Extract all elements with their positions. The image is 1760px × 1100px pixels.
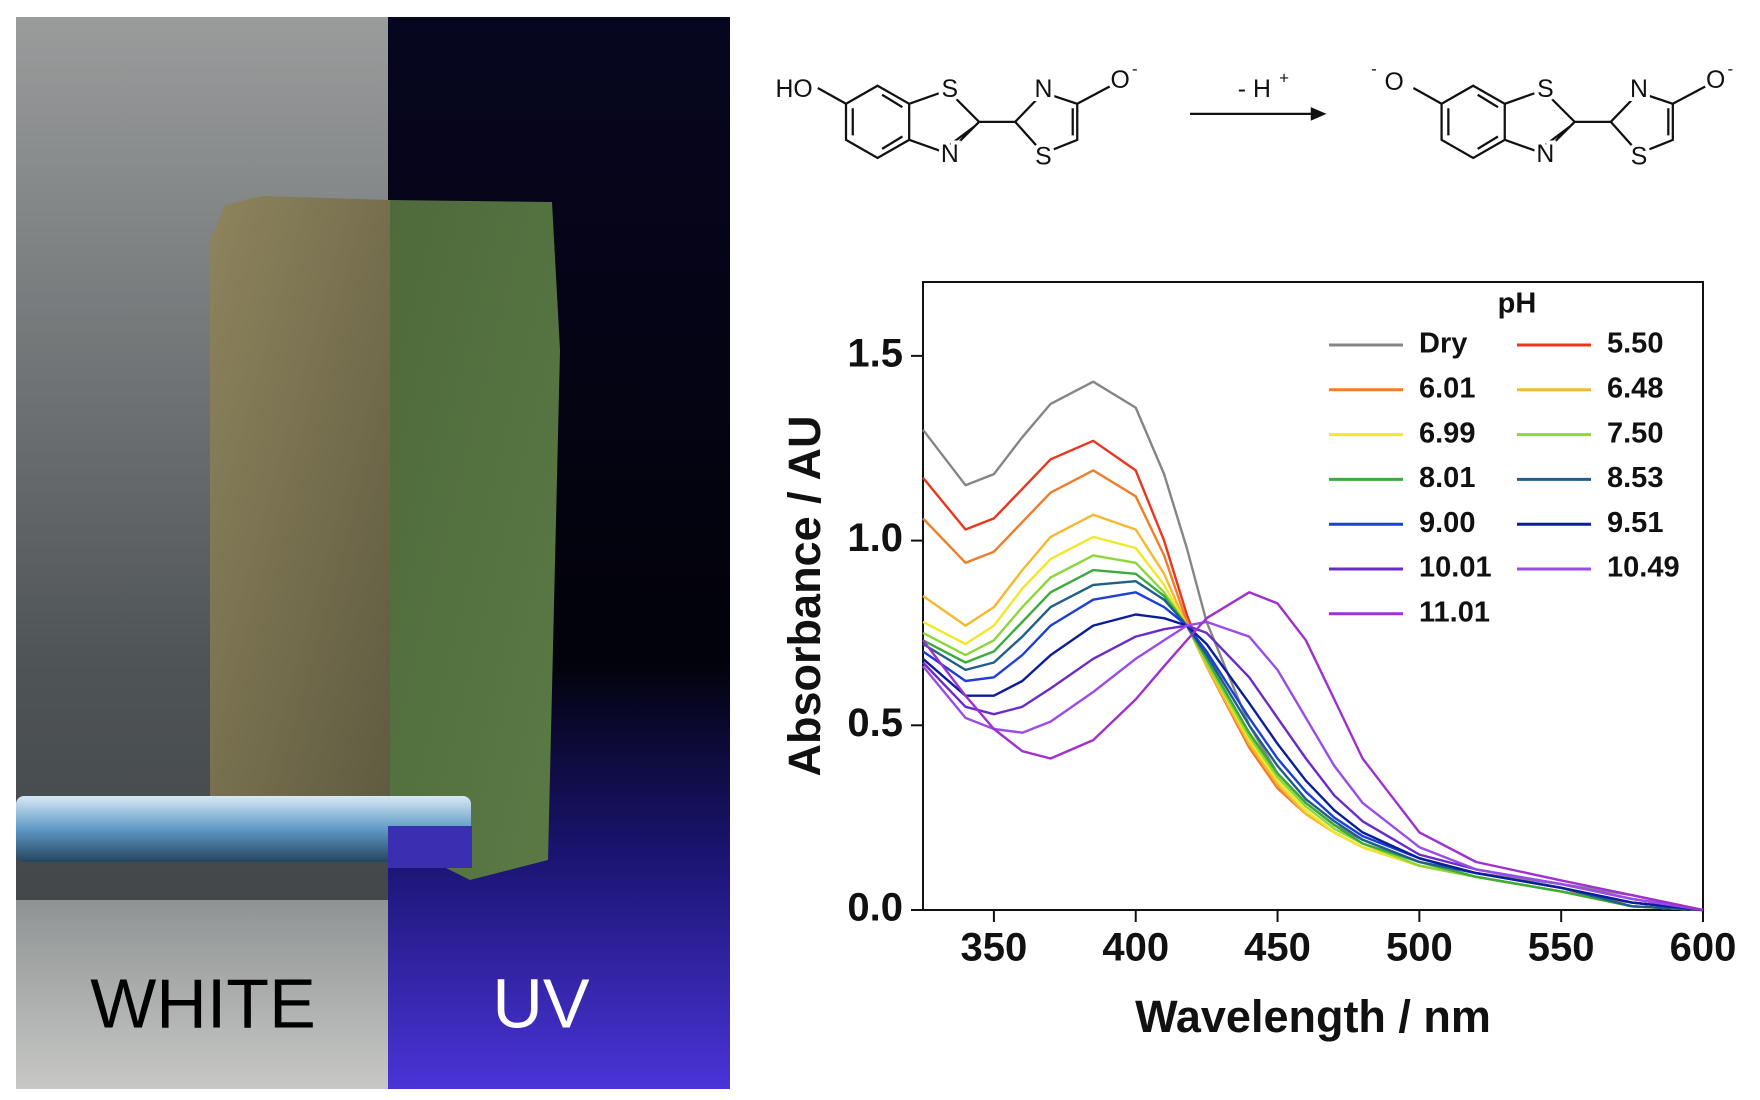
series-line <box>922 535 1704 912</box>
legend-label: 10.01 <box>1419 552 1492 584</box>
photo-white-floor <box>16 900 388 1089</box>
bond <box>817 84 1112 155</box>
series-line <box>922 620 1704 912</box>
charge-label: + <box>1279 68 1289 87</box>
atom-label: O <box>1706 67 1725 94</box>
bond <box>1440 84 1506 160</box>
photo-label: UV <box>492 964 590 1042</box>
photo-clip <box>16 796 471 862</box>
legend-label: 9.00 <box>1419 507 1475 539</box>
x-tick-label: 500 <box>1386 926 1453 970</box>
molecule-left: HO S N N S O - <box>772 59 1138 174</box>
atom-label: S <box>1537 76 1554 103</box>
series-line <box>922 591 1704 912</box>
y-tick-label: 0.5 <box>847 701 903 745</box>
photo-clip-uv <box>388 826 472 868</box>
atom-label: S <box>942 76 959 103</box>
series-line <box>922 439 1704 912</box>
series-line <box>922 469 1704 912</box>
legend-title: pH <box>1498 288 1537 320</box>
atom-label: N <box>1034 76 1052 103</box>
series-line <box>922 613 1704 912</box>
legend-label: 10.49 <box>1607 552 1680 584</box>
charge-label: - <box>1728 59 1734 78</box>
legend-label: 8.53 <box>1607 462 1663 494</box>
reaction-scheme: HO S N N S O - - H + - O S N N S O - <box>772 59 1734 174</box>
atom-label: N <box>1536 141 1554 168</box>
photo-label: WHITE <box>90 964 316 1042</box>
x-axis-label: Wavelength / nm <box>1135 991 1491 1042</box>
series-line <box>922 624 1704 912</box>
chart: Wavelength / nm Absorbance / AU pH 0.0 0.… <box>779 281 1737 1042</box>
photo-film-white <box>210 196 390 840</box>
atom-label: N <box>941 141 959 168</box>
series-line <box>922 513 1704 912</box>
arrow-label: - H <box>1238 76 1271 103</box>
bond <box>1447 93 1499 150</box>
photo-film-uv <box>390 200 560 880</box>
series-line <box>922 580 1704 912</box>
y-tick-label: 0.0 <box>847 886 903 930</box>
y-axis-label: Absorbance / AU <box>779 416 830 777</box>
legend-label: 5.50 <box>1607 328 1663 360</box>
series-line <box>922 568 1704 912</box>
charge-label: - <box>1371 59 1377 78</box>
legend-label: 9.51 <box>1607 507 1663 539</box>
x-tick-label: 400 <box>1102 926 1169 970</box>
series-line <box>922 554 1704 912</box>
charge-label: - <box>1132 59 1138 78</box>
arrow-head <box>1310 107 1327 121</box>
molecule-right: - O S N N S O - <box>1371 59 1734 174</box>
legend-label: 11.01 <box>1419 596 1490 628</box>
atom-label: O <box>1110 67 1129 94</box>
legend-label: Dry <box>1419 328 1467 360</box>
legend-label: 8.01 <box>1419 462 1475 494</box>
bond <box>844 84 911 160</box>
series-line <box>922 380 1704 912</box>
x-tick-label: 600 <box>1670 926 1737 970</box>
y-tick-label: 1.0 <box>847 516 903 560</box>
atom-label: S <box>1631 143 1648 170</box>
legend-label: 7.50 <box>1607 417 1663 449</box>
bond <box>851 93 903 150</box>
atom-label: HO <box>776 76 813 103</box>
photo: WHITE UV <box>16 17 730 1089</box>
bond <box>1412 84 1708 155</box>
x-tick-label: 450 <box>1244 926 1311 970</box>
legend-label: 6.01 <box>1419 372 1475 404</box>
y-tick-label: 1.5 <box>847 331 903 375</box>
atom-label: S <box>1035 143 1052 170</box>
series-line <box>922 591 1704 912</box>
atom-label: N <box>1630 76 1648 103</box>
legend-label: 6.48 <box>1607 372 1663 404</box>
x-tick-label: 550 <box>1528 926 1595 970</box>
legend-label: 6.99 <box>1419 417 1475 449</box>
atom-label: O <box>1385 69 1404 96</box>
x-tick-label: 350 <box>961 926 1028 970</box>
